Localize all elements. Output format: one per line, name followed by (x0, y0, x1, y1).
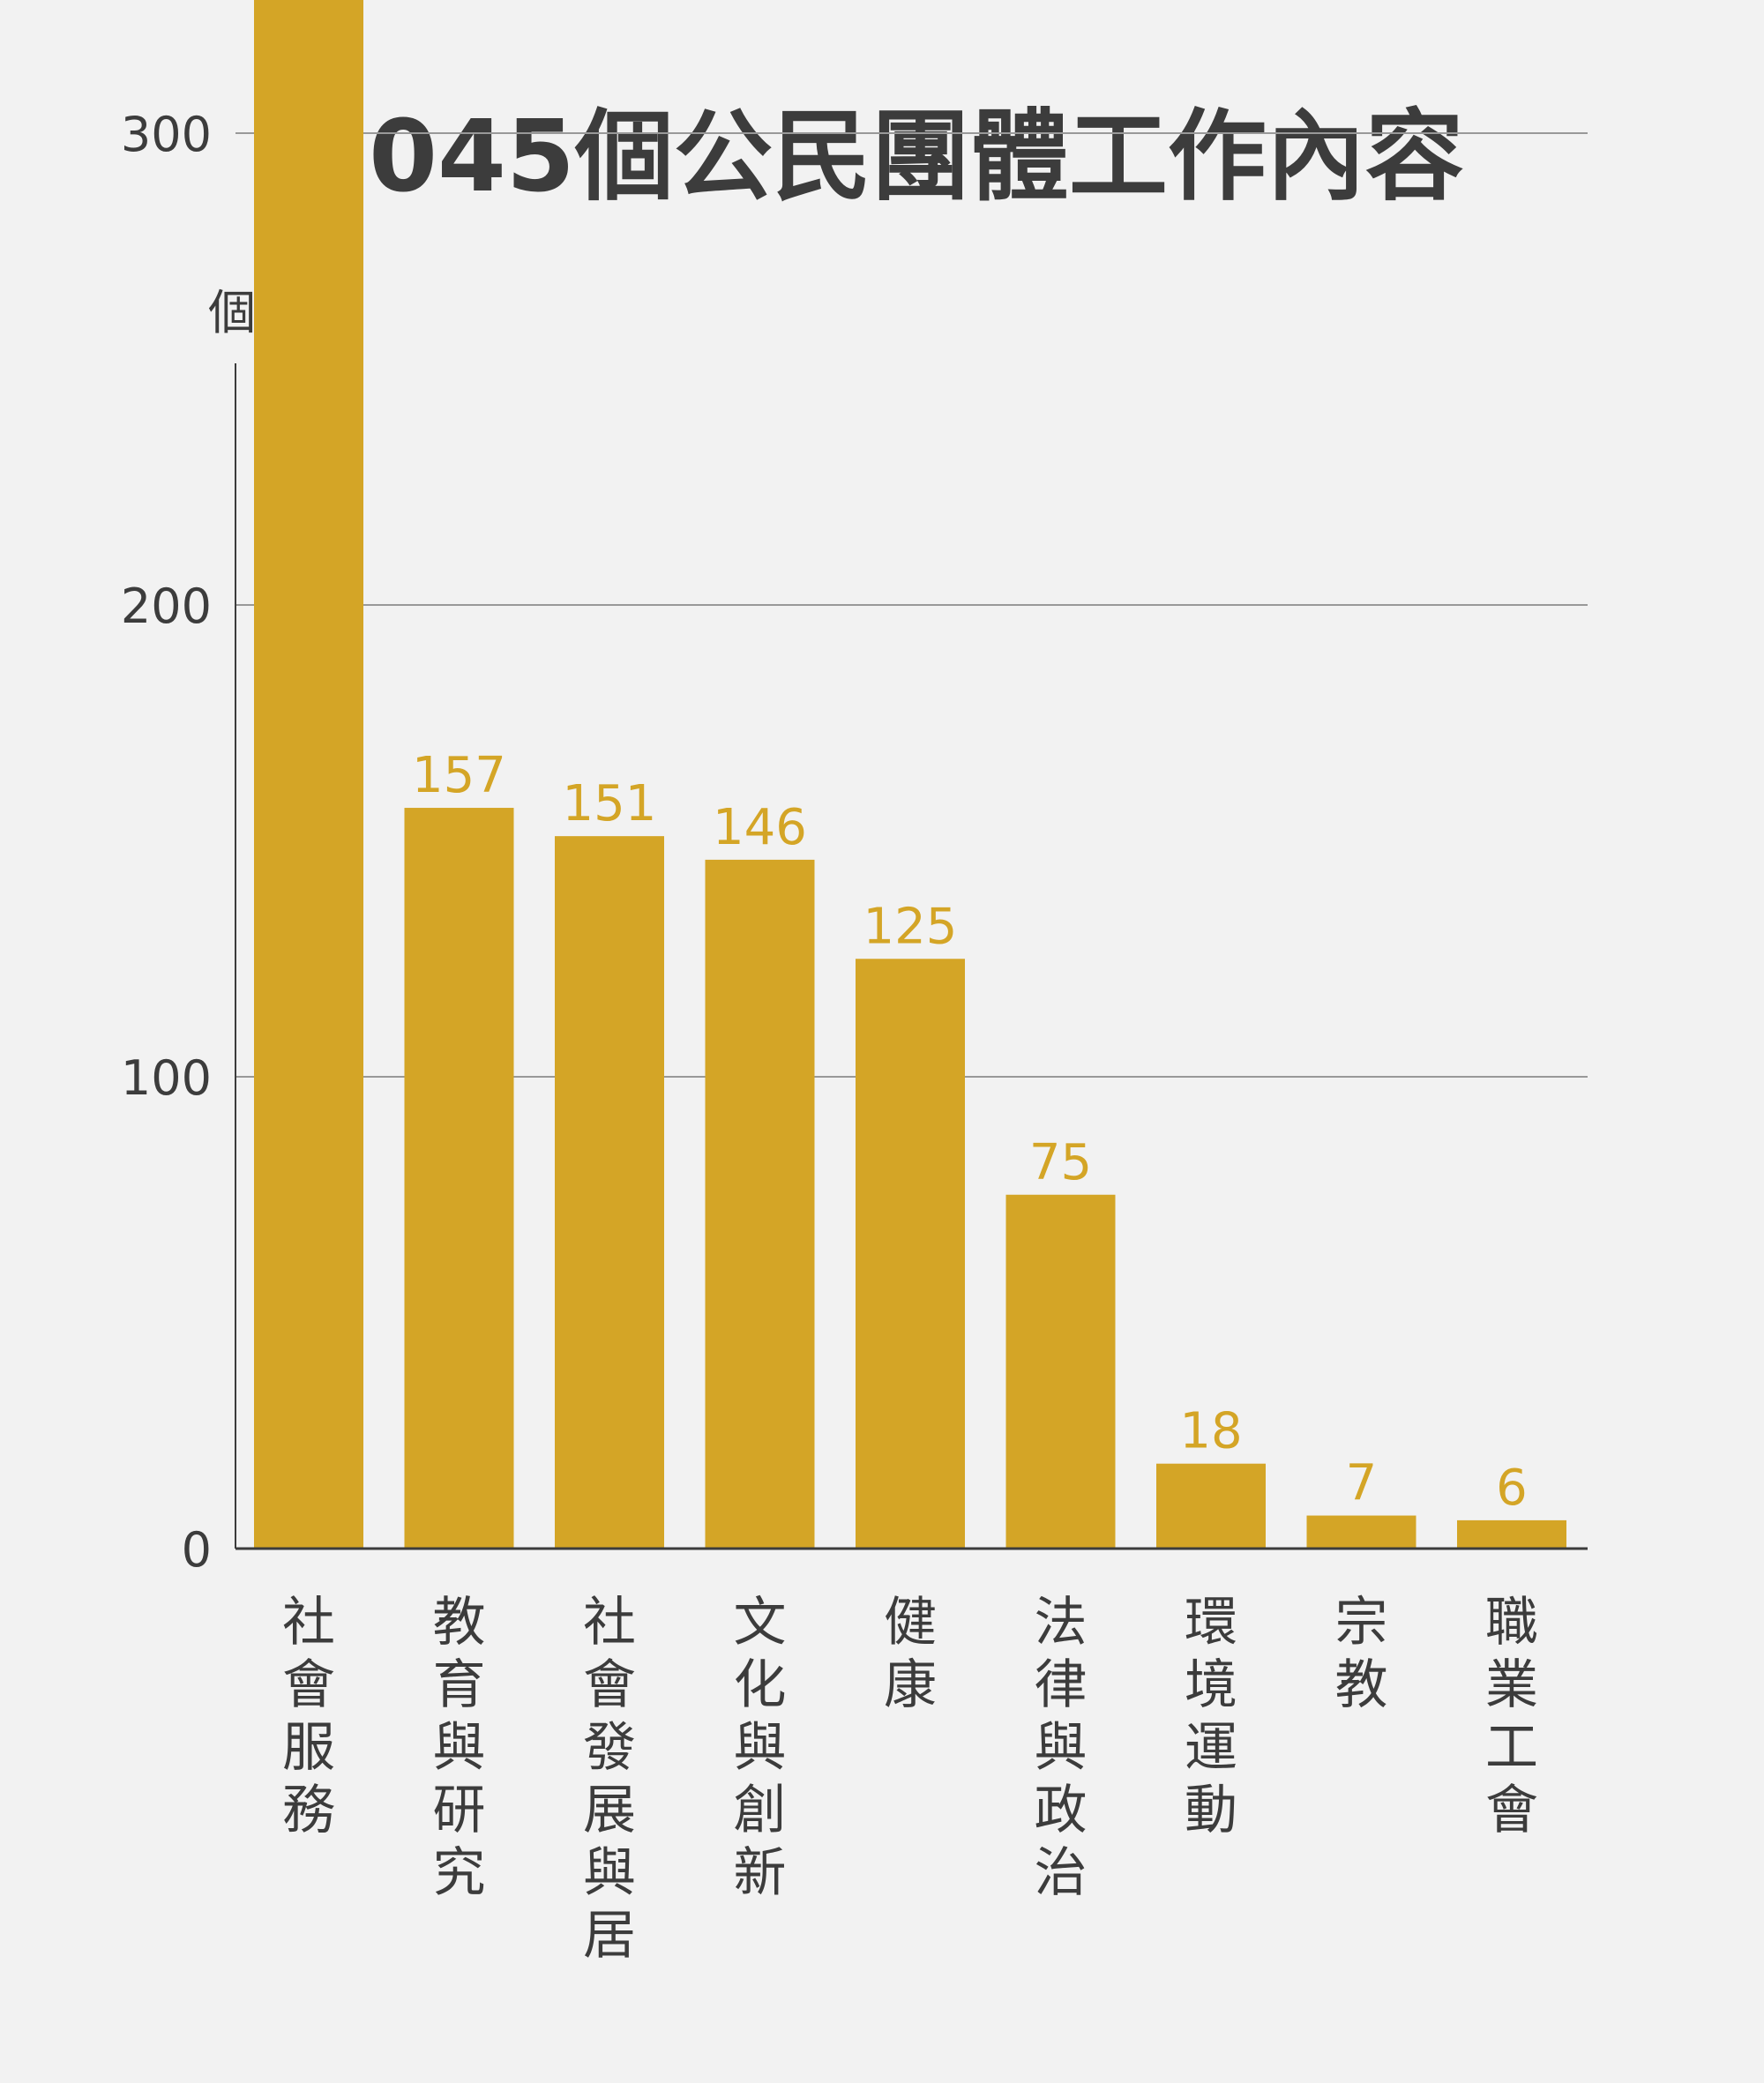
bar (254, 0, 363, 1549)
bar (1457, 1519, 1566, 1549)
bar (1306, 1515, 1416, 1549)
bar (555, 836, 664, 1549)
y-tick-label: 100 (121, 1050, 212, 1106)
y-axis-unit-label: 個 (208, 285, 256, 340)
data-label: 75 (1029, 1134, 1092, 1191)
data-label: 157 (412, 747, 506, 804)
x-tick-label: 健康 (884, 1592, 937, 1716)
data-label: 151 (563, 775, 657, 832)
x-tick-label: 職業工會 (1485, 1592, 1538, 1841)
x-tick-label: 社會發展與居 (583, 1592, 636, 1967)
x-tick-label: 宗教 (1335, 1592, 1388, 1716)
data-label: 146 (713, 799, 807, 856)
data-label: 7 (1346, 1455, 1378, 1512)
x-tick-label: 法律與政治 (1035, 1592, 1088, 1904)
bar (856, 959, 965, 1549)
data-label: 125 (863, 898, 958, 955)
data-label: 18 (1179, 1403, 1242, 1460)
y-tick-label: 200 (121, 579, 212, 634)
chart-title: 1045個公民團體工作內容 (300, 100, 1464, 214)
bar (1005, 1194, 1116, 1549)
bar (404, 808, 514, 1549)
bar (1156, 1463, 1266, 1549)
x-tick-label: 文化與創新 (734, 1592, 787, 1904)
y-tick-label: 0 (182, 1522, 212, 1578)
data-label: 6 (1496, 1460, 1528, 1517)
y-tick-label: 300 (121, 107, 212, 162)
bar (705, 859, 815, 1549)
x-tick-label: 社會服務 (282, 1592, 335, 1841)
x-tick-label: 環境運動 (1185, 1592, 1237, 1841)
x-tick-label: 教育與研究 (433, 1592, 486, 1904)
